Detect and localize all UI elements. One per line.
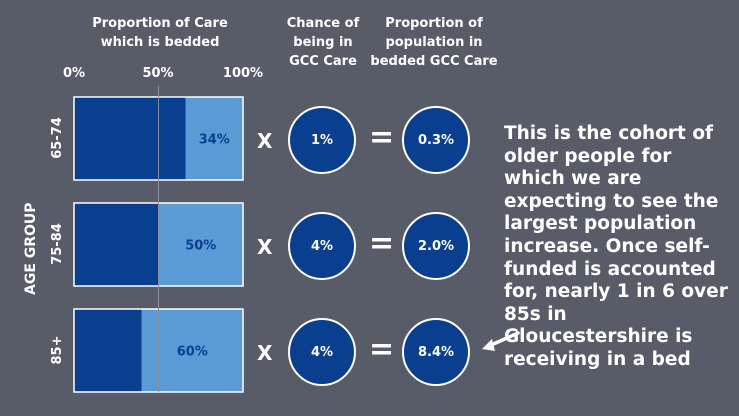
bar-bedded-65-74 (185, 97, 243, 180)
age-label-85plus: 85+ (50, 335, 65, 365)
bar-label-65-74: 34% (199, 133, 230, 148)
bar-label-75-84: 50% (185, 239, 216, 254)
chance-circle: 4% (288, 318, 356, 386)
tick-50: 50% (142, 66, 174, 81)
chance-circle: 4% (288, 212, 356, 280)
multiply-sign: X (257, 129, 273, 153)
bar-non-bedded-65-74 (74, 97, 186, 180)
age-label-75-84: 75-84 (50, 223, 65, 265)
equals-sign: = (369, 120, 395, 155)
age-label-65-74: 65-74 (50, 117, 65, 159)
bar-bedded-75-84 (158, 203, 243, 286)
equals-sign: = (369, 226, 395, 261)
population-circle: 8.4% (402, 318, 470, 386)
bar-label-85+: 60% (177, 345, 208, 360)
axis-title-age-group: AGE GROUP (23, 202, 39, 295)
bar-non-bedded-85+ (74, 309, 142, 392)
population-circle: 2.0% (402, 212, 470, 280)
header-proportion-bedded: Proportion of Care which is bedded (92, 16, 228, 50)
header-population-gcc: Proportion of population in bedded GCC C… (370, 16, 498, 69)
multiply-sign: X (257, 235, 273, 259)
multiply-sign: X (257, 341, 273, 365)
cohort-note: This is the cohort of older people for w… (504, 123, 728, 370)
arrow-icon (482, 331, 520, 351)
equals-sign: = (369, 332, 395, 367)
tick-100: 100% (222, 66, 264, 81)
bar-non-bedded-75-84 (74, 203, 159, 286)
header-chance-gcc: Chance of being in GCC Care (286, 16, 360, 69)
population-circle: 0.3% (402, 106, 470, 174)
tick-0: 0% (62, 66, 86, 81)
chance-circle: 1% (288, 106, 356, 174)
